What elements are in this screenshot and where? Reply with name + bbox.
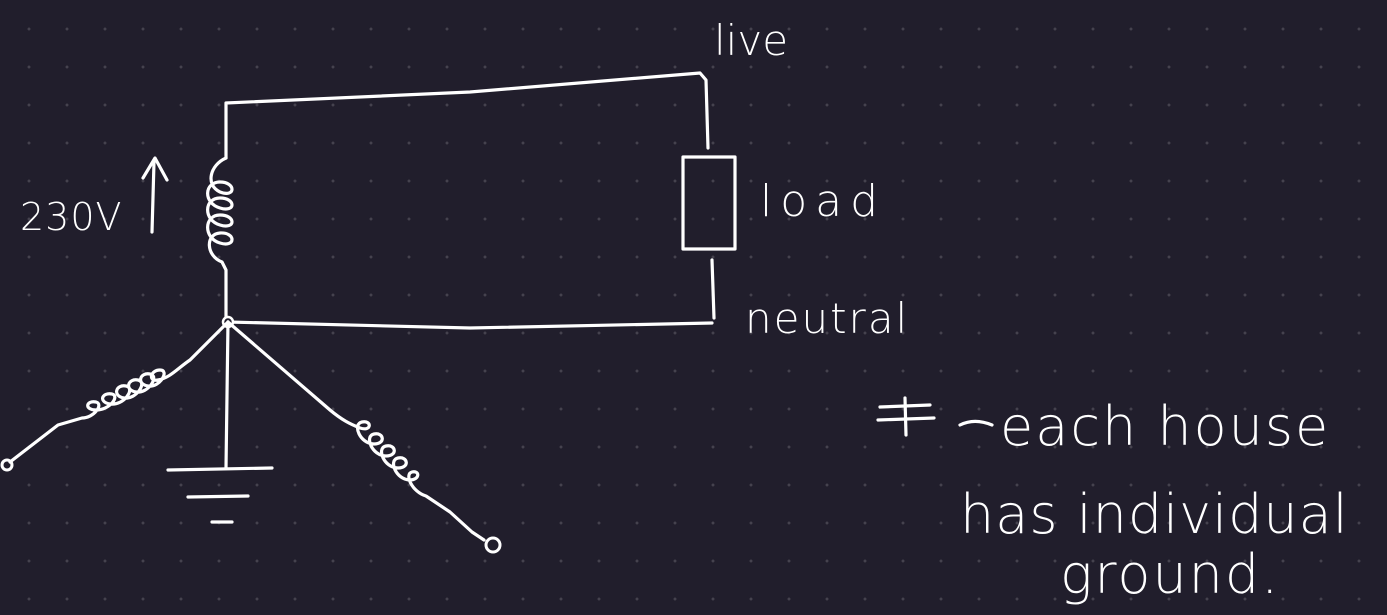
neutral-label: neutral [745,294,910,343]
live-wire [224,71,710,160]
note-line-2: has individual [960,483,1349,546]
voltage-arrow-shaft [150,160,156,234]
right-terminal [484,536,502,554]
supply-coil [206,156,234,324]
ground-bar-1 [166,466,274,472]
note-dash [958,419,994,427]
note-ground-stem [903,396,908,437]
right-phase-coil [226,320,486,542]
voltage-label: 230V [20,195,123,239]
load-label: load [760,176,887,227]
load-resistor [681,155,737,251]
note-line-3: ground. [1060,543,1281,606]
left-phase-coil [8,320,230,464]
live-label: live [714,16,789,65]
resistor-lead [710,258,716,320]
earth-lead [224,320,230,470]
ground-bar-2 [186,494,250,499]
neutral-wire [226,320,714,330]
voltage-arrow-head [141,156,169,182]
left-terminal [0,458,14,472]
note-line-1: each house [1000,395,1331,458]
